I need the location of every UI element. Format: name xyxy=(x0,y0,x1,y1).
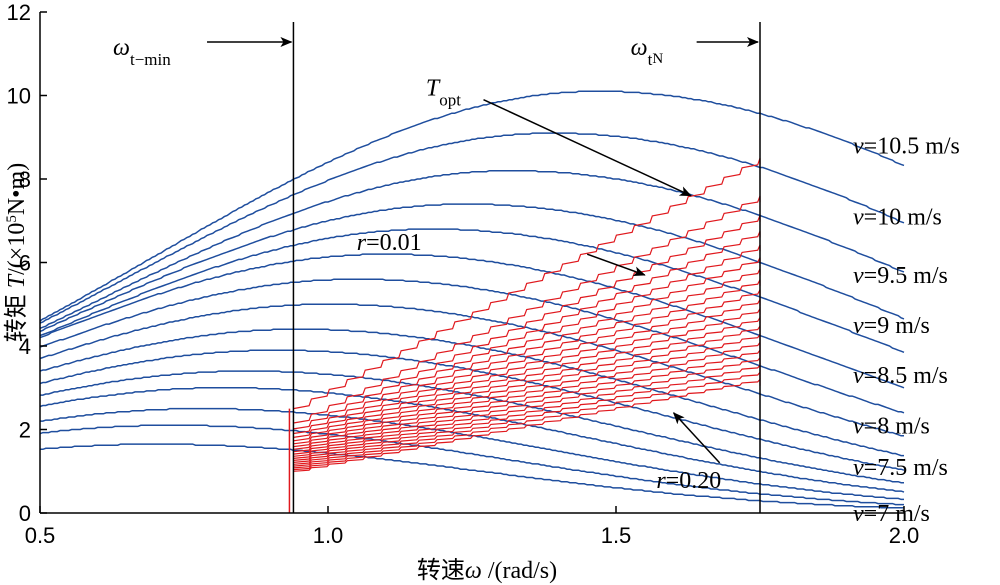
wind-label-9: v=9 m/s xyxy=(853,313,930,339)
r-curve-19 xyxy=(293,370,761,471)
wind-label-5: v=8 m/s xyxy=(853,413,930,439)
y-axis-label-symbol: T xyxy=(4,273,30,288)
wind-label-11-v: v xyxy=(853,263,864,289)
wind-label-13: v=10 m/s xyxy=(853,205,942,231)
r-curve-16 xyxy=(293,348,761,465)
y-tick-label-6: 10 xyxy=(7,84,31,109)
r-curve-18 xyxy=(293,363,761,469)
annotation-topt-arrow xyxy=(483,98,692,197)
annotation-topt-symbol: T xyxy=(426,76,441,102)
y-tick-label-2: 2 xyxy=(19,418,31,443)
wind-curve-6 xyxy=(39,349,905,471)
annotation-r-min-text: =0.01 xyxy=(366,230,422,256)
y-axis-label-unit-b: N•m) xyxy=(4,163,30,215)
y-axis-label: 转矩 T/(×105N•m) xyxy=(3,163,30,342)
wind-label-11: v=9.5 m/s xyxy=(853,263,948,289)
x-tick-label-3: 1.5 xyxy=(601,523,632,548)
annotation-r-max-arrow xyxy=(672,412,721,464)
r-curve-15 xyxy=(293,340,761,463)
wind-label-1: v=7 m/s xyxy=(853,501,930,527)
wind-label-13-value: =10 m/s xyxy=(864,205,942,231)
wind-label-1-v: v xyxy=(853,501,864,527)
wind-label-13-v: v xyxy=(853,205,864,231)
limit-label-1-sub: t−min xyxy=(130,50,171,69)
wind-label-3: v=7.5 m/s xyxy=(853,455,948,481)
wind-label-15: v=10.5 m/s xyxy=(853,134,960,160)
r-curve-3 xyxy=(293,215,761,430)
r-curve-14 xyxy=(293,332,761,461)
x-axis-label: 转速ω /(rad/s) xyxy=(417,557,557,584)
r-curve-5 xyxy=(293,244,761,438)
annotation-r-min: r=0.01 xyxy=(357,230,422,256)
annotation-topt-sub: opt xyxy=(439,90,461,109)
annotation-topt: Topt xyxy=(426,76,461,110)
r-curve-12 xyxy=(293,315,761,457)
wind-label-1-value: =7 m/s xyxy=(864,501,930,527)
wind-label-7-value: =8.5 m/s xyxy=(864,363,948,389)
x-tick-label-1: 0.5 xyxy=(25,523,56,548)
limit-label-2-symbol: ω xyxy=(631,35,648,61)
r-curve-2 xyxy=(293,195,761,424)
annotation-r-min-prefix: r xyxy=(357,230,367,256)
r-curve-1 xyxy=(293,157,761,410)
r-curve-20 xyxy=(293,377,761,472)
limit-label-1: ωt−min xyxy=(113,35,171,69)
y-tick-label-4: 6 xyxy=(19,251,31,276)
y-tick-label-1: 0 xyxy=(19,501,31,526)
annotation-r-min-arrow xyxy=(586,253,646,276)
wind-label-7: v=8.5 m/s xyxy=(853,363,948,389)
r-curve-13 xyxy=(293,324,761,459)
wind-label-5-value: =8 m/s xyxy=(864,413,930,439)
x-axis-label-symbol: ω xyxy=(465,558,482,584)
r-curve-10 xyxy=(293,297,761,453)
r-curve-8 xyxy=(293,279,761,448)
wind-label-3-v: v xyxy=(853,455,864,481)
r-curve-17 xyxy=(293,355,761,467)
x-axis-label-unit: /(rad/s) xyxy=(482,558,557,584)
y-tick-label-7: 12 xyxy=(7,0,31,25)
curves-layer xyxy=(39,22,905,513)
wind-label-15-v: v xyxy=(853,134,864,160)
wind-label-9-v: v xyxy=(853,313,864,339)
annotation-r-max-prefix: r xyxy=(656,468,666,494)
annotation-r-max-text: =0.20 xyxy=(666,468,722,494)
x-tick-label-2: 1.0 xyxy=(313,523,344,548)
wind-label-11-value: =9.5 m/s xyxy=(864,263,948,289)
limit-label-2: ωtN xyxy=(631,35,664,69)
wind-curve-5 xyxy=(40,370,904,484)
y-tick-label-3: 4 xyxy=(19,334,31,359)
limit-label-2-sub: t xyxy=(648,50,653,69)
wind-label-5-v: v xyxy=(853,413,864,439)
wind-label-3-value: =7.5 m/s xyxy=(864,455,948,481)
x-tick-label-4: 2.0 xyxy=(889,523,920,548)
y-axis-label-unit-exp: 5 xyxy=(4,215,20,223)
y-tick-label-5: 8 xyxy=(19,167,31,192)
limit-label-2-subsub: N xyxy=(652,51,663,67)
r-curve-7 xyxy=(293,268,761,445)
r-curve-6 xyxy=(293,257,761,442)
x-axis-label-prefix: 转速 xyxy=(417,557,465,584)
r-curve-11 xyxy=(293,306,761,455)
y-axis-label-unit-a: /(×10 xyxy=(4,223,30,275)
y-axis-label-prefix: 转矩 xyxy=(3,288,30,342)
wind-label-9-value: =9 m/s xyxy=(864,313,930,339)
limit-label-1-symbol: ω xyxy=(113,35,130,61)
wind-curve-15 xyxy=(39,90,905,322)
r-curve-4 xyxy=(293,230,761,435)
wind-curve-14 xyxy=(39,132,905,324)
wind-label-7-v: v xyxy=(853,363,864,389)
annotation-r-max: r=0.20 xyxy=(656,468,721,494)
wind-label-15-value: =10.5 m/s xyxy=(864,134,960,160)
wind-curve-12 xyxy=(39,203,905,333)
r-curve-9 xyxy=(293,289,761,450)
